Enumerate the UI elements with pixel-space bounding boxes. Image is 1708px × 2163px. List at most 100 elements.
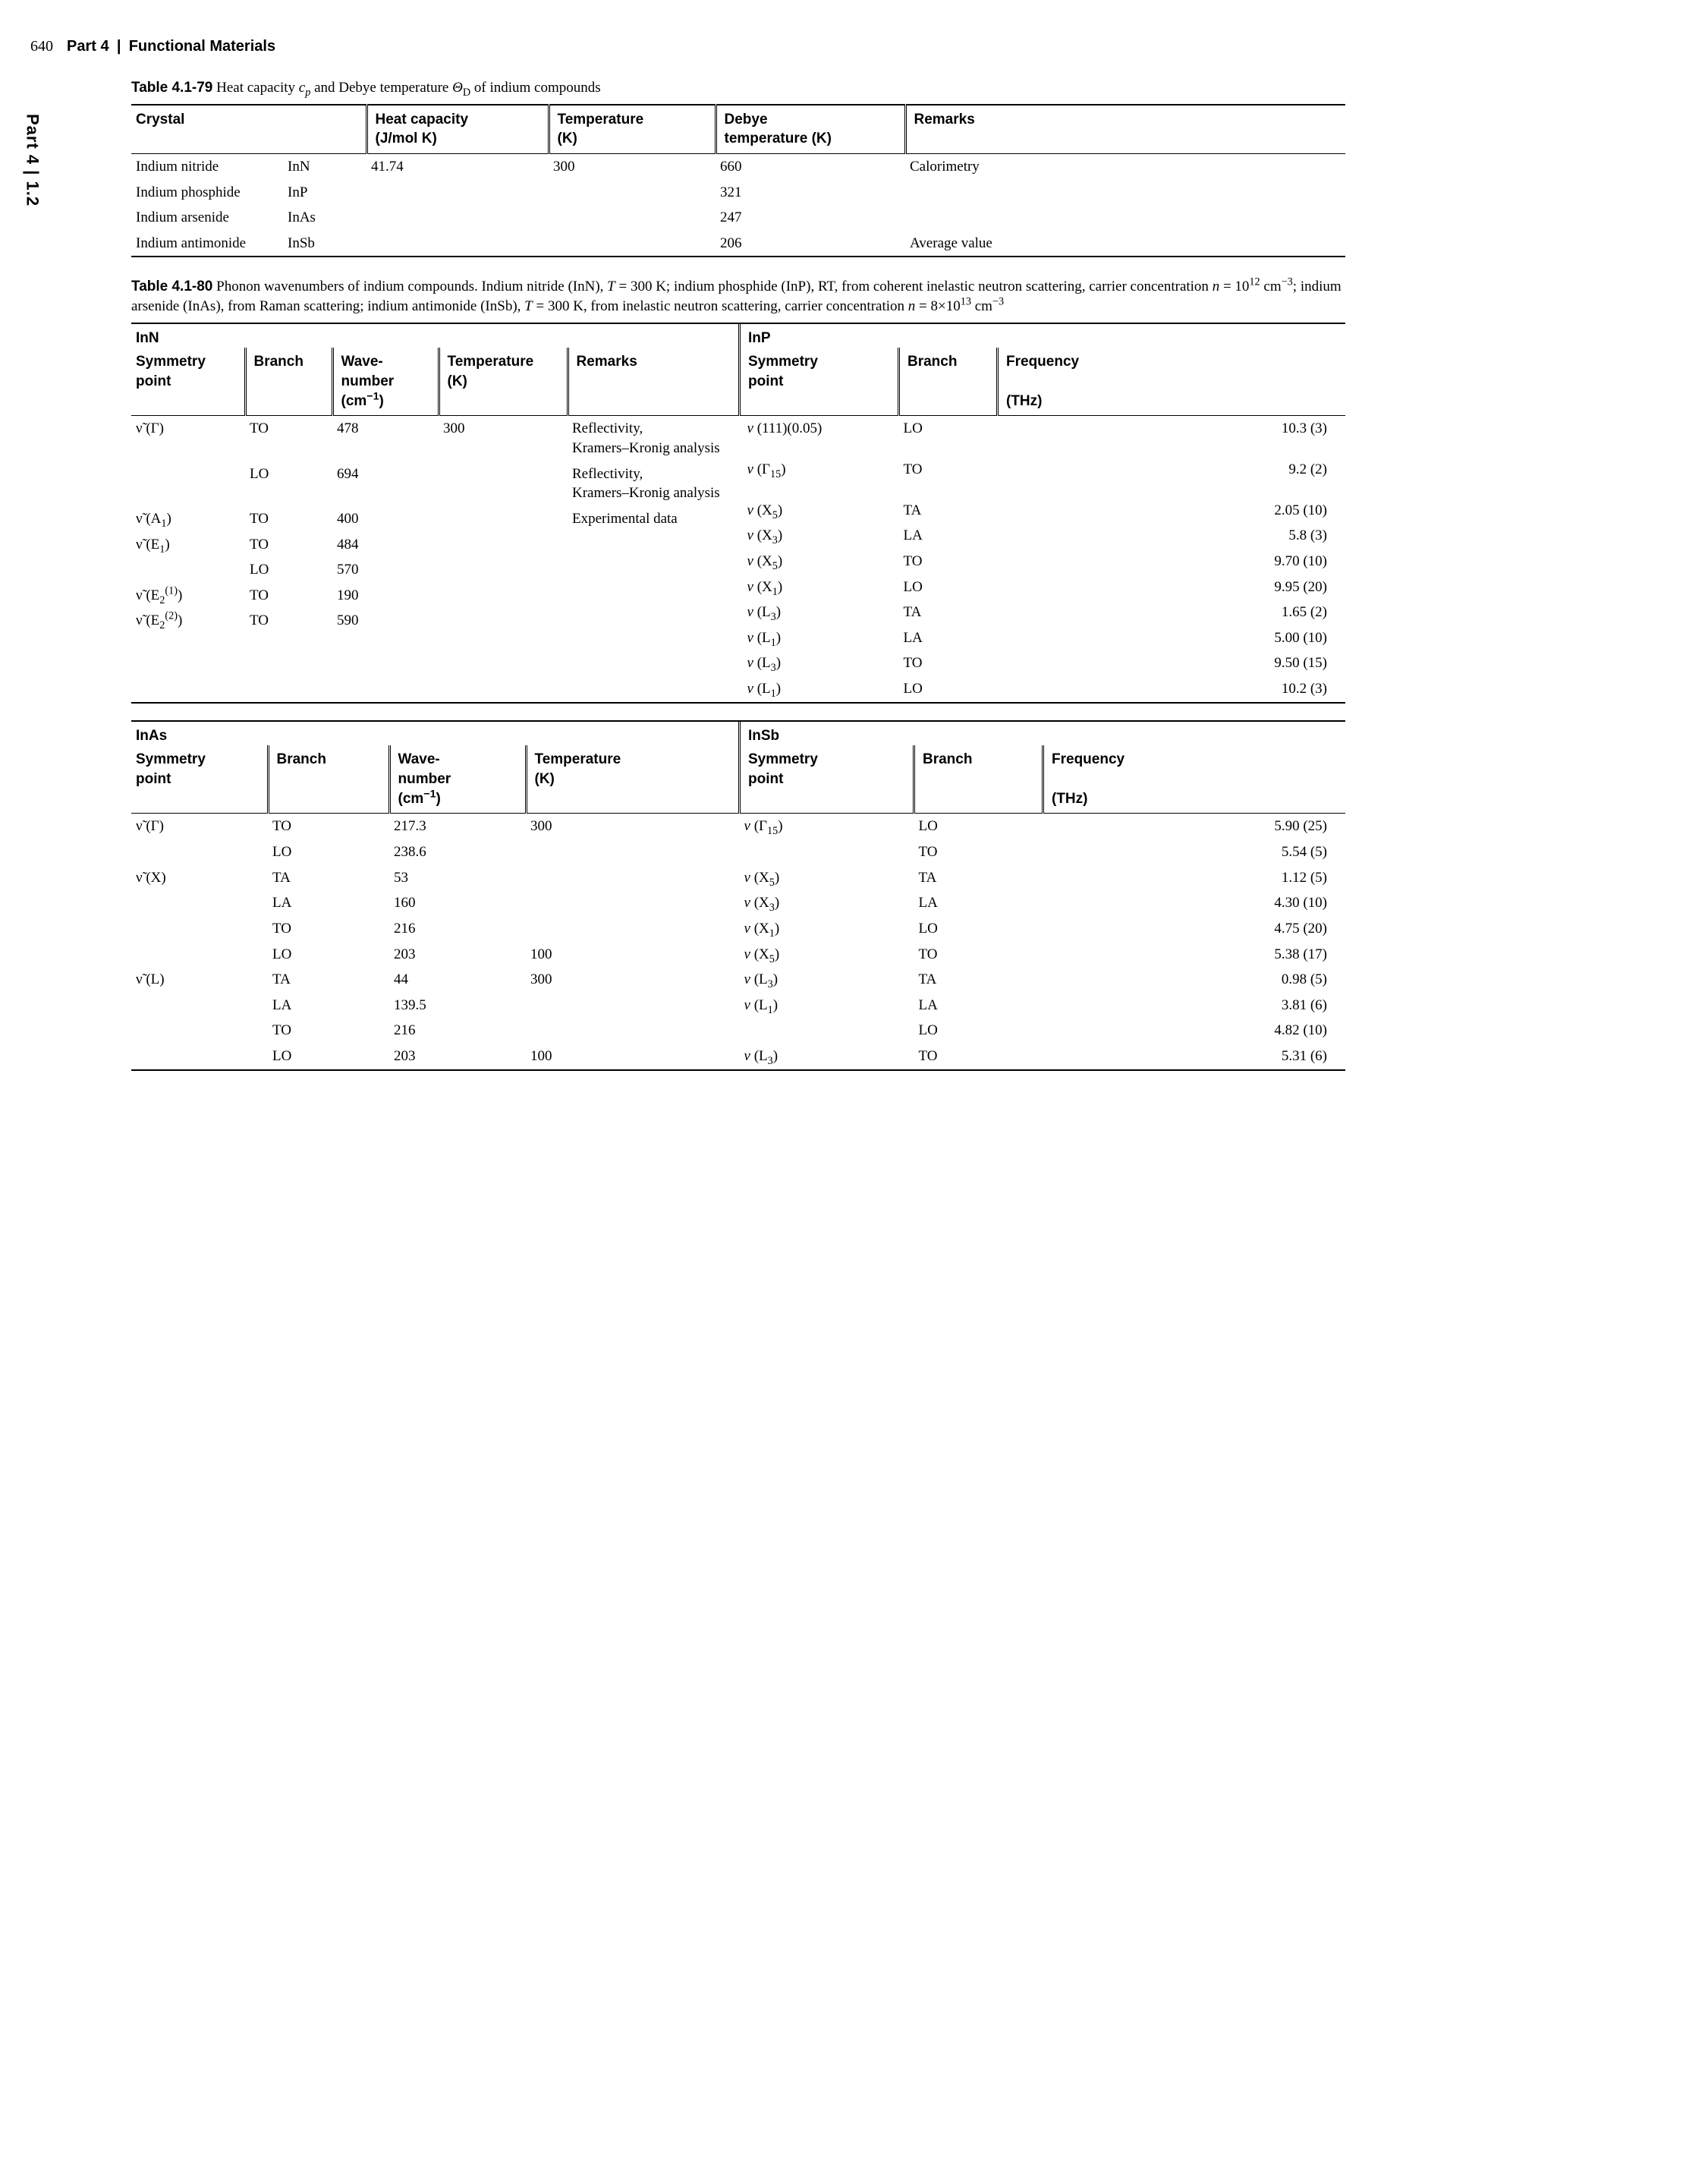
th-temp: Temperature (K) — [526, 745, 738, 813]
table-row: LO 203 100 — [131, 1044, 738, 1069]
cell-sym: ν̃ (E2(1)) — [131, 583, 245, 609]
table-79: Crystal Heat capacity (J/mol K) Temperat… — [131, 104, 1345, 258]
cell-temp — [526, 1018, 738, 1044]
cell-rem — [568, 532, 738, 558]
cell-sym — [131, 461, 245, 506]
table-row: ν (L3) TA 1.65 (2) — [740, 600, 1346, 625]
th-freq: Frequency (THz) — [1043, 745, 1346, 813]
cell-branch: LA — [914, 890, 1043, 916]
chapter-title: Functional Materials — [129, 38, 275, 55]
cell-freq: 2.05 (10) — [998, 498, 1346, 524]
cell-branch: LO — [268, 839, 389, 865]
table-row: LO 694 Reflectivity,Kramers–Kronig analy… — [131, 461, 738, 506]
table-row: Indium arsenide InAs 247 — [131, 205, 1345, 231]
table-row: Indium nitride InN 41.74 300 660 Calorim… — [131, 153, 1345, 179]
th-temp: Temperature (K) — [439, 348, 568, 415]
table-80-block-2: InAs Symmetry point Branch Wave- number … — [131, 720, 1345, 1071]
cell-branch: TO — [245, 608, 332, 634]
pipe-separator: | — [117, 38, 121, 55]
th-rem: Remarks — [568, 348, 738, 415]
cell-temp: 300 — [549, 153, 716, 179]
th-branch: Branch — [914, 745, 1043, 813]
table-79-caption: Table 4.1-79 Heat capacity cp and Debye … — [131, 78, 1345, 98]
cell-sym: ν̃ (Γ) — [131, 416, 245, 461]
cell-sym: ν̃ (A1) — [131, 506, 245, 532]
cell-freq: 5.8 (3) — [998, 523, 1346, 549]
cell-wave: 484 — [332, 532, 439, 558]
cell-branch: LA — [268, 890, 389, 916]
cell-branch: LA — [914, 993, 1043, 1019]
th-crystal: Crystal — [131, 105, 366, 154]
table-80-caption-text: Phonon wavenumbers of indium compounds. … — [131, 279, 1342, 314]
cell-sym — [131, 993, 268, 1019]
table-row: ν (L3) TA 0.98 (5) — [740, 967, 1346, 993]
table-row: ν (L3) TO 9.50 (15) — [740, 650, 1346, 676]
cell-sym: ν (L3) — [740, 967, 914, 993]
cell-branch: TA — [899, 498, 998, 524]
th-debye: Debye temperature (K) — [716, 105, 905, 154]
cell-sym: ν (L3) — [740, 650, 899, 676]
cell-rem: Reflectivity,Kramers–Kronig analysis — [568, 416, 738, 461]
cell-sym — [131, 916, 268, 942]
table-row: Indium phosphide InP 321 — [131, 180, 1345, 206]
table-row: ν (X5) TO 9.70 (10) — [740, 549, 1346, 575]
inp-table: Symmetry point Branch Frequency (THz) ν … — [738, 348, 1345, 701]
running-head: 640 Part 4 | Functional Materials — [30, 36, 1655, 57]
table-80-caption: Table 4.1-80 Phonon wavenumbers of indiu… — [131, 277, 1345, 316]
cell-branch: LA — [899, 523, 998, 549]
cell-branch: TO — [268, 1018, 389, 1044]
inn-table: Symmetry point Branch Wave- number (cm−1… — [131, 348, 738, 634]
table-79-number: Table 4.1-79 — [131, 80, 212, 96]
cell-debye: 660 — [716, 153, 905, 179]
cell-sym: ν (L1) — [740, 625, 899, 651]
cell-freq: 1.65 (2) — [998, 600, 1346, 625]
cell-wave: 400 — [332, 506, 439, 532]
table-row: ν (X1) LO 9.95 (20) — [740, 575, 1346, 600]
cell-branch: TO — [899, 457, 998, 498]
cell-wave: 216 — [389, 1018, 526, 1044]
cell-formula: InN — [283, 153, 366, 179]
cell-formula: InAs — [283, 205, 366, 231]
cell-branch: TO — [245, 506, 332, 532]
page-content: Table 4.1-79 Heat capacity cp and Debye … — [131, 78, 1345, 1071]
cell-sym: ν̃ (E1) — [131, 532, 245, 558]
cell-branch: TO — [914, 1044, 1043, 1069]
cell-debye: 321 — [716, 180, 905, 206]
table-79-caption-text: Heat capacity cp and Debye temperature Θ… — [216, 80, 601, 96]
cell-sym: ν (L3) — [740, 1044, 914, 1069]
table-row: ν (X5) TO 5.38 (17) — [740, 942, 1346, 968]
cell-branch: LO — [914, 916, 1043, 942]
cell-freq: 3.81 (6) — [1043, 993, 1346, 1019]
cell-temp — [439, 583, 568, 609]
cell-debye: 247 — [716, 205, 905, 231]
cell-sym: ν (X5) — [740, 865, 914, 891]
th-temp: Temperature (K) — [549, 105, 716, 154]
table-row: ν (L1) LA 5.00 (10) — [740, 625, 1346, 651]
cell-freq: 9.50 (15) — [998, 650, 1346, 676]
insb-panel: InSb Symmetry point Branch Frequency (TH… — [738, 722, 1345, 1069]
table-row: ν (X1) LO 4.75 (20) — [740, 916, 1346, 942]
cell-sym: ν̃ (L) — [131, 967, 268, 993]
cell-sym — [131, 557, 245, 583]
table-row: TO 5.54 (5) — [740, 839, 1346, 865]
table-row: ν̃ (E1) TO 484 — [131, 532, 738, 558]
cell-freq: 5.00 (10) — [998, 625, 1346, 651]
inp-body: ν (111)(0.05) LO 10.3 (3) ν (Γ15) TO 9.2… — [740, 416, 1346, 702]
cell-sym: ν̃ (E2(2)) — [131, 608, 245, 634]
inn-panel: InN Symmetry point Branch Wave- number (… — [131, 324, 738, 702]
cell-freq: 10.3 (3) — [998, 416, 1346, 457]
th-sym: Symmetry point — [131, 348, 245, 415]
table-row: LO 4.82 (10) — [740, 1018, 1346, 1044]
cell-name: Indium antimonide — [131, 231, 283, 257]
cell-branch: LO — [268, 942, 389, 968]
inas-title: InAs — [131, 722, 738, 746]
cell-sym: ν (L1) — [740, 993, 914, 1019]
cell-sym — [740, 839, 914, 865]
table-80-block-1: InN Symmetry point Branch Wave- number (… — [131, 323, 1345, 704]
cell-sym — [740, 1018, 914, 1044]
cell-wave: 238.6 — [389, 839, 526, 865]
cell-branch: TA — [268, 865, 389, 891]
inas-table: Symmetry point Branch Wave- number (cm−1… — [131, 745, 738, 1069]
th-sym: Symmetry point — [740, 745, 914, 813]
cell-branch: TA — [914, 967, 1043, 993]
